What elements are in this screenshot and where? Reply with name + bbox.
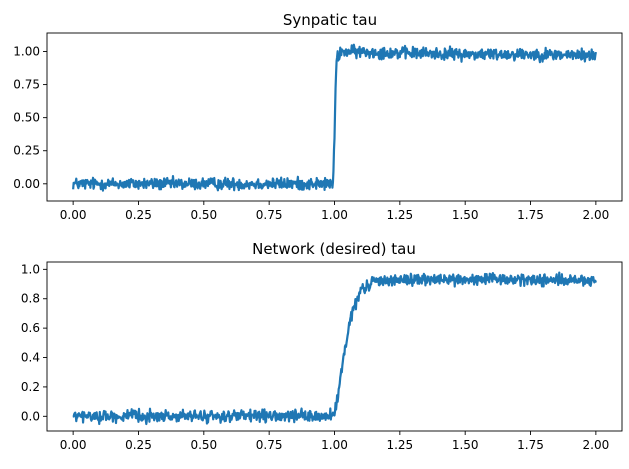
top-chart-x-tick-label: 0.25 (125, 208, 152, 222)
top-chart-y-tick-label: 0.00 (13, 177, 40, 191)
bottom-chart-y-tick-label: 0.0 (21, 409, 40, 423)
bottom-chart: Network (desired) tau 0.00 0.25 0.50 0.75 1.… (21, 240, 623, 452)
bottom-chart-x-tick-label: 0.50 (190, 438, 217, 452)
top-chart-title: Synpatic tau (283, 11, 377, 29)
top-chart-plot-area (72, 43, 597, 192)
top-chart-x-tick-label: 2.00 (583, 208, 610, 222)
top-chart-y-tick-label: 1.00 (13, 45, 40, 59)
bottom-chart-y-tick-label: 1.0 (21, 262, 40, 276)
bottom-chart-x-tick-label: 0.00 (60, 438, 87, 452)
top-chart-frame (46, 32, 623, 202)
bottom-chart-y-tick-label: 0.2 (21, 380, 40, 394)
bottom-chart-x-tick-label: 1.25 (386, 438, 413, 452)
bottom-chart-x-tick-label: 1.75 (517, 438, 544, 452)
top-chart-x-tick-label: 1.75 (517, 208, 544, 222)
bottom-chart-plot-area (72, 271, 597, 426)
top-chart-x-tick-label: 1.00 (321, 208, 348, 222)
top-chart-x-tick-label: 1.25 (386, 208, 413, 222)
top-chart-x-tick-label: 0.00 (60, 208, 87, 222)
bottom-chart-y-tick-label: 0.8 (21, 292, 40, 306)
top-chart-y-tick-label: 0.50 (13, 111, 40, 125)
bottom-chart-y-tick-label: 0.4 (21, 351, 40, 365)
bottom-chart-x-tick-label: 0.75 (256, 438, 283, 452)
bottom-chart-x-tick-label: 2.00 (583, 438, 610, 452)
bottom-chart-series-line (72, 271, 597, 426)
bottom-chart-y-tick-label: 0.6 (21, 321, 40, 335)
top-chart-x-tick-label: 0.50 (190, 208, 217, 222)
top-chart-x-tick-label: 1.50 (452, 208, 479, 222)
top-chart-y-tick-label: 0.75 (13, 78, 40, 92)
bottom-chart-title: Network (desired) tau (252, 240, 416, 258)
bottom-chart-x-tick-label: 1.50 (452, 438, 479, 452)
top-chart-x-tick-label: 0.75 (256, 208, 283, 222)
bottom-chart-axes: 0.00 0.25 0.50 0.75 1.00 1.25 1.50 1.75 2.00 0.0 0… (21, 262, 609, 452)
top-chart-y-tick-label: 0.25 (13, 144, 40, 158)
bottom-chart-frame (46, 261, 623, 432)
top-chart-axes: 0.00 0.25 0.50 0.75 1.00 1.25 1.50 1.75 2.00 0.00… (13, 45, 609, 222)
top-chart-series-line (72, 43, 597, 192)
bottom-chart-x-tick-label: 0.25 (125, 438, 152, 452)
top-chart: Synpatic tau 0.00 0.25 0.50 0.75 1.00 1.25 1.5… (13, 11, 623, 222)
bottom-chart-x-tick-label: 1.00 (321, 438, 348, 452)
